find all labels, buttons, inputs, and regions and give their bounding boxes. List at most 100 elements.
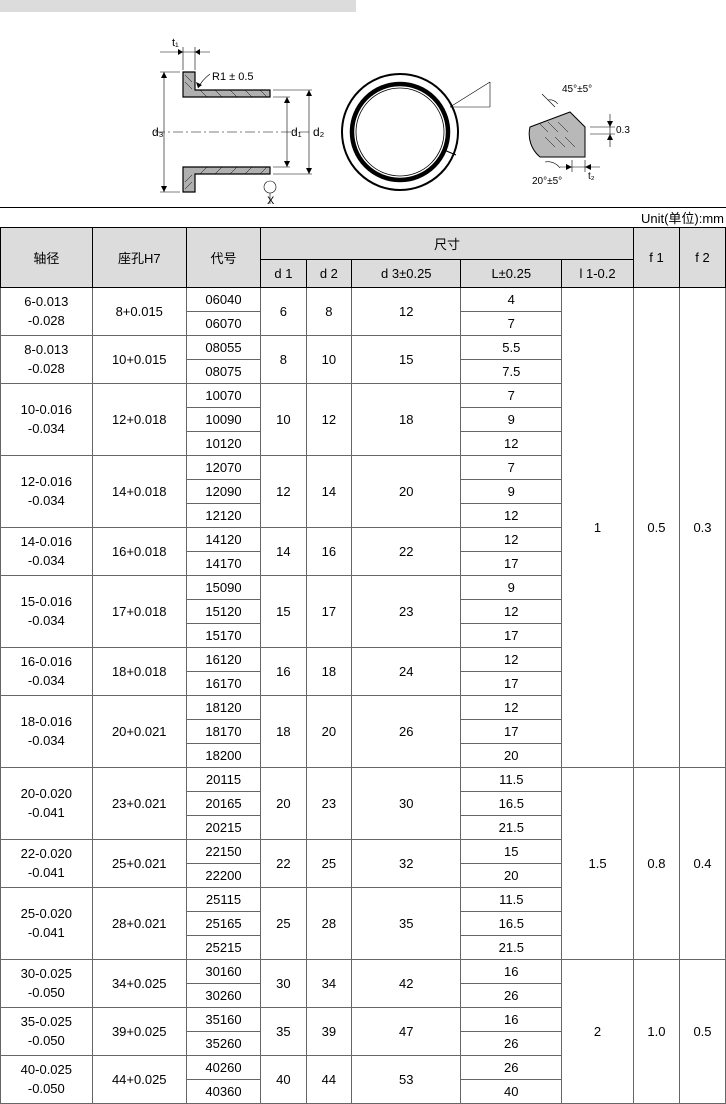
cell-L: 7.5 [461,360,562,384]
cell-L: 16 [461,1008,562,1032]
cell-d1: 6 [261,288,306,336]
cell-d1: 22 [261,840,306,888]
cell-code: 25165 [186,912,260,936]
cell-d2: 44 [306,1056,351,1104]
cell-d3: 30 [352,768,461,840]
cell-d2: 14 [306,456,351,528]
d3-label: d₃ [152,125,164,139]
cell-d1: 8 [261,336,306,384]
cell-d1: 35 [261,1008,306,1056]
cell-bore: 14+0.018 [92,456,186,528]
cell-f1: 0.8 [633,768,679,960]
cell-bore: 17+0.018 [92,576,186,648]
col-d3: d 3±0.25 [352,260,461,288]
cross-section-drawing: t₁ R1 ± 0.5 d₃ d₁ d₂ X [152,37,325,207]
cell-shaft: 16-0.016-0.034 [1,648,93,696]
header-gray-bar [0,0,356,12]
col-bore: 座孔H7 [92,228,186,288]
cell-code: 06070 [186,312,260,336]
cell-L: 11.5 [461,768,562,792]
table-row: 20-0.020-0.04123+0.0212011520233011.51.5… [1,768,726,792]
cell-L: 9 [461,576,562,600]
cell-code: 12120 [186,504,260,528]
cell-bore: 8+0.015 [92,288,186,336]
cell-code: 22150 [186,840,260,864]
cell-d2: 39 [306,1008,351,1056]
cell-d2: 20 [306,696,351,768]
cell-d3: 22 [352,528,461,576]
cell-L: 12 [461,504,562,528]
col-L: L±0.25 [461,260,562,288]
cell-L: 12 [461,528,562,552]
cell-L: 21.5 [461,936,562,960]
cell-d3: 47 [352,1008,461,1056]
cell-L: 7 [461,384,562,408]
cell-L: 40 [461,1080,562,1104]
cell-d1: 30 [261,960,306,1008]
d1-label: d₁ [291,125,302,139]
diagram-svg: t₁ R1 ± 0.5 d₃ d₁ d₂ X [0,12,726,207]
cell-L: 15 [461,840,562,864]
cell-L: 17 [461,624,562,648]
cell-code: 12070 [186,456,260,480]
cell-code: 08055 [186,336,260,360]
cell-shaft: 25-0.020-0.041 [1,888,93,960]
col-l1: l 1-0.2 [562,260,634,288]
cell-d3: 26 [352,696,461,768]
cell-code: 15170 [186,624,260,648]
cell-d3: 35 [352,888,461,960]
cell-d1: 18 [261,696,306,768]
cell-shaft: 14-0.016-0.034 [1,528,93,576]
cell-d1: 15 [261,576,306,648]
cell-L: 26 [461,1056,562,1080]
cell-d1: 20 [261,768,306,840]
col-d2: d 2 [306,260,351,288]
cell-L: 12 [461,696,562,720]
cell-code: 20115 [186,768,260,792]
cell-l1: 2 [562,960,634,1104]
cell-L: 7 [461,456,562,480]
cell-code: 18170 [186,720,260,744]
cell-bore: 28+0.021 [92,888,186,960]
cell-code: 08075 [186,360,260,384]
cell-L: 4 [461,288,562,312]
cell-L: 11.5 [461,888,562,912]
cell-code: 35260 [186,1032,260,1056]
cell-code: 40260 [186,1056,260,1080]
cell-code: 18120 [186,696,260,720]
cell-code: 10120 [186,432,260,456]
angle-20-label: 20°±5° [532,176,562,187]
cell-d2: 25 [306,840,351,888]
cell-d1: 25 [261,888,306,960]
cell-d1: 12 [261,456,306,528]
cell-L: 9 [461,408,562,432]
cell-d2: 16 [306,528,351,576]
radius-label: R1 ± 0.5 [212,71,254,83]
cell-code: 10070 [186,384,260,408]
cell-d2: 17 [306,576,351,648]
cell-bore: 10+0.015 [92,336,186,384]
cell-bore: 12+0.018 [92,384,186,456]
cell-code: 15120 [186,600,260,624]
cell-code: 16120 [186,648,260,672]
cell-shaft: 22-0.020-0.041 [1,840,93,888]
cell-code: 14170 [186,552,260,576]
cell-L: 16.5 [461,792,562,816]
cell-bore: 25+0.021 [92,840,186,888]
cell-code: 14120 [186,528,260,552]
cell-code: 06040 [186,288,260,312]
cell-code: 16170 [186,672,260,696]
cell-l1: 1 [562,288,634,768]
cell-L: 16 [461,960,562,984]
cell-shaft: 10-0.016-0.034 [1,384,93,456]
cell-d1: 14 [261,528,306,576]
tol-03-label: 0.3 [616,125,630,136]
cell-bore: 16+0.018 [92,528,186,576]
cell-d3: 12 [352,288,461,336]
cell-code: 20165 [186,792,260,816]
col-shaft: 轴径 [1,228,93,288]
cell-l1: 1.5 [562,768,634,960]
cell-shaft: 18-0.016-0.034 [1,696,93,768]
cell-d3: 15 [352,336,461,384]
x-label: X [267,195,275,207]
